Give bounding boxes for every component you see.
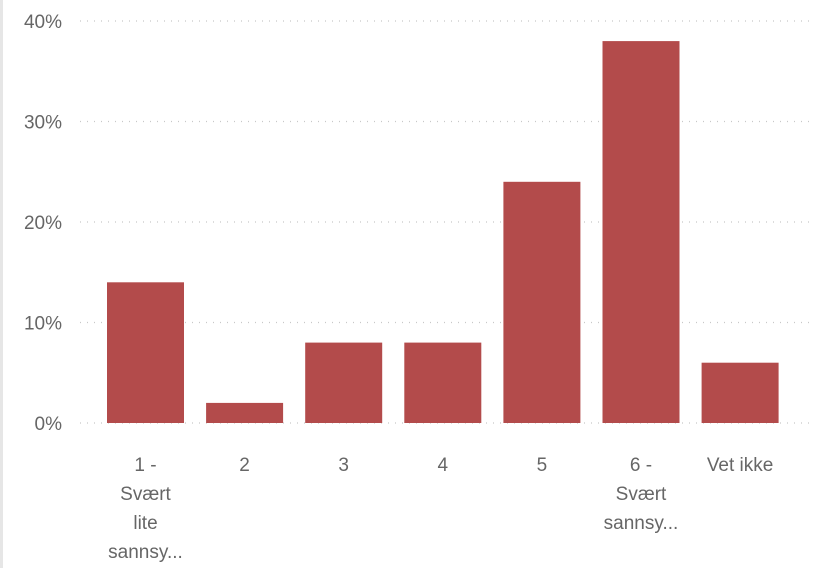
bar[interactable] — [404, 342, 482, 423]
frame-edge — [0, 0, 3, 568]
x-tick-label: 4 — [438, 455, 449, 476]
bar[interactable] — [503, 181, 581, 423]
bar[interactable] — [206, 402, 284, 423]
x-tick-label: 2 — [239, 455, 250, 476]
y-tick-label: 20% — [24, 213, 62, 234]
x-tick-label: 3 — [338, 455, 349, 476]
bar[interactable] — [701, 362, 779, 423]
y-tick-label: 10% — [24, 314, 62, 335]
bar[interactable] — [602, 41, 680, 423]
y-tick-label: 0% — [35, 414, 63, 435]
bar[interactable] — [305, 342, 383, 423]
bars — [107, 41, 779, 423]
y-tick-label: 40% — [24, 12, 62, 33]
x-tick-label: 1 -Svært lite sannsy... — [108, 455, 183, 563]
x-tick-label: Vet ikke — [707, 455, 774, 476]
y-tick-label: 30% — [24, 113, 62, 134]
x-tick-label: 5 — [537, 455, 548, 476]
y-axis-ticks: 0% 10% 20% 30% 40% — [24, 12, 62, 435]
x-axis-ticks: 1 -Svært lite sannsy... 2 3 4 5 6 -Svært sannsy.… — [108, 455, 773, 563]
bar[interactable] — [107, 282, 184, 423]
x-tick-label: 6 -Svært sannsy... — [604, 455, 679, 534]
